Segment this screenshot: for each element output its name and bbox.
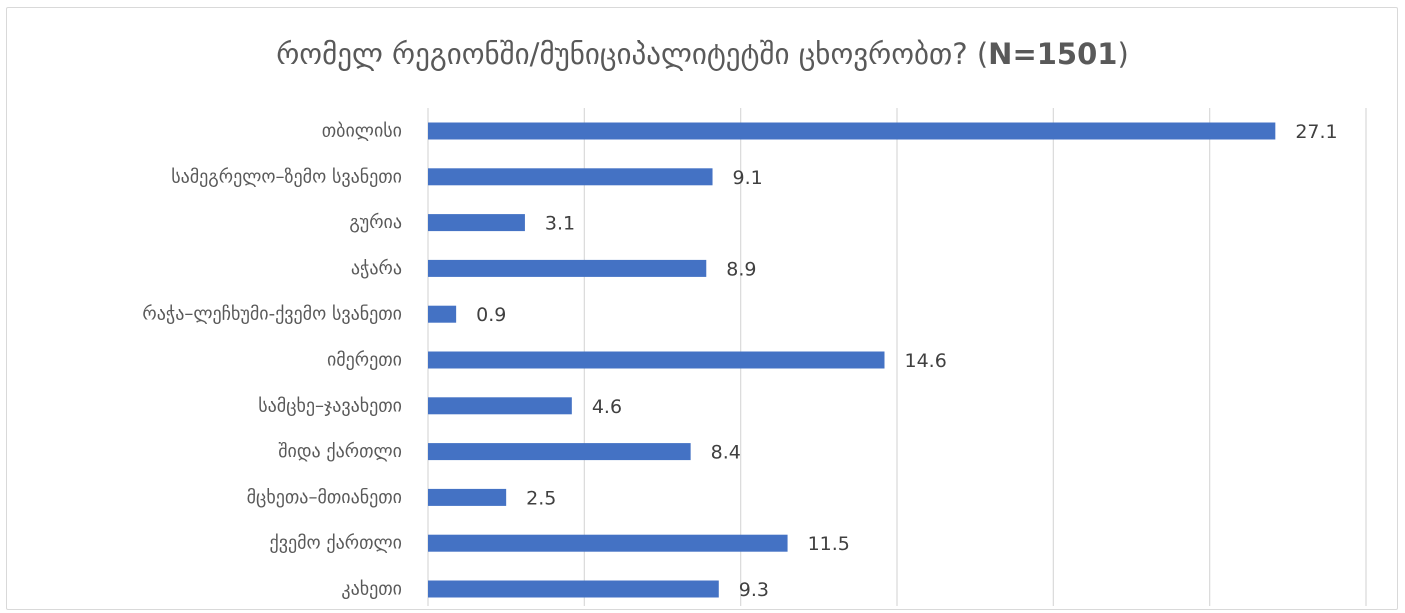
data-label-10: 9.3 — [739, 579, 769, 601]
bar-1 — [428, 168, 713, 186]
category-labels: თბილისი სამეგრელო–ზემო სვანეთი გურია აჭარა რ… — [142, 121, 402, 600]
bar-0 — [428, 122, 1276, 140]
category-label-5: იმერეთი — [327, 350, 402, 371]
category-label-10: კახეთი — [341, 579, 402, 600]
bar-8 — [428, 488, 507, 506]
data-label-4: 0.9 — [476, 304, 506, 326]
data-label-5: 14.6 — [904, 350, 946, 372]
data-label-2: 3.1 — [545, 213, 575, 235]
bar-4 — [428, 305, 457, 323]
bar-5 — [428, 351, 885, 369]
category-label-6: სამცხე–ჯავახეთი — [258, 395, 402, 416]
category-label-0: თბილისი — [322, 121, 402, 142]
data-label-1: 9.1 — [733, 167, 763, 189]
category-label-8: მცხეთა–მთიანეთი — [247, 487, 402, 508]
chart-title-end: ) — [1117, 37, 1129, 71]
chart-title-n: N=1501 — [988, 37, 1118, 71]
category-label-4: რაჭა–ლეჩხუმი-ქვემო სვანეთი — [142, 304, 402, 325]
category-label-3: აჭარა — [351, 258, 402, 279]
bar-6 — [428, 397, 572, 415]
data-label-9: 11.5 — [808, 533, 850, 555]
chart-frame — [6, 7, 1398, 610]
bar-9 — [428, 534, 788, 552]
data-label-6: 4.6 — [592, 396, 622, 418]
category-label-1: სამეგრელო–ზემო სვანეთი — [171, 166, 402, 187]
category-label-9: ქვემო ქართლი — [270, 533, 402, 554]
data-label-8: 2.5 — [526, 487, 556, 509]
bar-2 — [428, 214, 525, 232]
category-label-7: შიდა ქართლი — [278, 441, 402, 462]
bar-10 — [428, 580, 719, 598]
data-label-7: 8.4 — [711, 442, 741, 464]
data-label-3: 8.9 — [726, 258, 756, 280]
category-label-2: გურია — [349, 212, 402, 233]
chart-title: რომელ რეგიონში/მუნიციპალიტეტში ცხოვრობთ?… — [0, 34, 1405, 74]
bar-3 — [428, 259, 707, 277]
bar-7 — [428, 443, 691, 461]
data-label-0: 27.1 — [1295, 121, 1337, 143]
data-labels: 27.1 9.1 3.1 8.9 0.9 14.6 4.6 8.4 2.5 11.5 9.3 — [476, 121, 1337, 601]
chart-title-main: რომელ რეგიონში/მუნიციპალიტეტში ცხოვრობთ?… — [276, 37, 989, 71]
bars — [428, 122, 1276, 598]
